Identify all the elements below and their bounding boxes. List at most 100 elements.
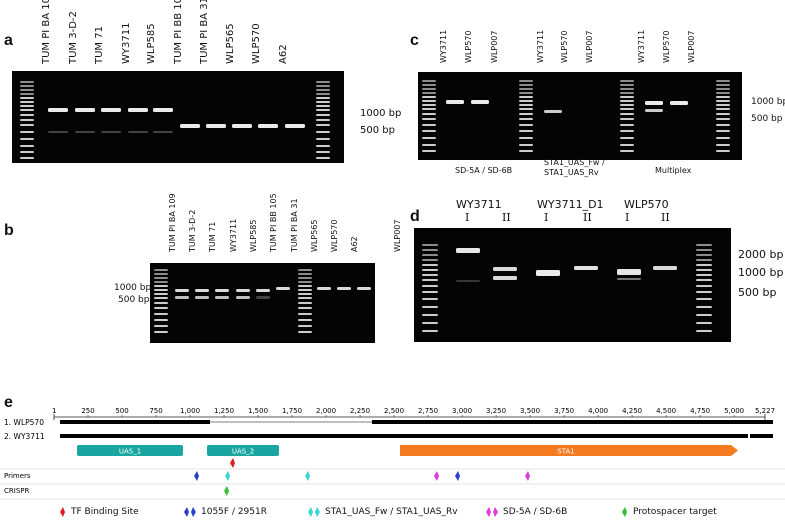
tf-binding-site-mark <box>230 458 235 468</box>
gel-c-ladder-3-band-2 <box>620 84 634 86</box>
gel-c-ladder-1-band-2 <box>422 84 436 86</box>
gel-b-ladder-left-band-5 <box>154 285 168 287</box>
panel-a-lane-label-2: TUM 3-D-2 <box>68 11 79 64</box>
panel-c-lane-label-5: WLP570 <box>560 30 569 63</box>
panel-a-marker-500: 500 bp <box>360 125 395 136</box>
panel-d-group-wlp570: WLP570 <box>624 198 669 211</box>
gel-b-ladder-right-band-12 <box>298 319 312 321</box>
legend-tf-site-label: TF Binding Site <box>71 507 139 517</box>
legend-sd-primers-label: SD-5A / SD-6B <box>503 507 568 517</box>
gel-b-ladder-left-band-13 <box>154 325 168 327</box>
gel-c-ladder-4-band-2 <box>716 84 730 86</box>
gel-a-ladder-left-band-10 <box>20 119 34 121</box>
gel-d-ladder-right-band-3 <box>696 254 712 256</box>
gel-a-ladder-left-band-9 <box>20 114 34 116</box>
gel-d-bands <box>422 244 712 332</box>
gel-c-ladder-2-band-3 <box>519 88 533 90</box>
track-label-wy3711: 2. WY3711 <box>4 432 45 441</box>
gel-b-lane-4-band-upper <box>236 289 250 292</box>
gel-c-ladder-1-band-11 <box>422 124 436 126</box>
panel-e-map: 1 5,227 250 500 750 1,000 1,250 1,500 1,750 2,0… <box>0 395 785 520</box>
ruler-tick-label-8: 2,000 <box>316 407 336 415</box>
gel-d-wlp570-I-band-upper <box>617 269 641 275</box>
panel-c-lane-label-6: WLP007 <box>585 30 594 63</box>
gel-a-ladder-right-band-16 <box>316 157 330 159</box>
gel-c-ladder-4-band-14 <box>716 144 730 146</box>
gel-b-lane-5-band-lower <box>256 296 270 299</box>
gel-a-ladder-left-band-16 <box>20 157 34 159</box>
ruler-tick-label-7: 1,750 <box>282 407 302 415</box>
gel-d-d1-I-band <box>536 270 560 276</box>
gel-a-ladder-right-band-3 <box>316 89 330 91</box>
panel-a-lane-label-3: TUM 71 <box>94 26 105 64</box>
panel-d-group-wy3711: WY3711 <box>456 198 502 211</box>
gel-c-sd-wlp570-band <box>471 100 489 104</box>
legend-uas-primers-label: STA1_UAS_Fw / STA1_UAS_Rv <box>325 507 458 517</box>
ruler-tick-label-5: 1,250 <box>214 407 234 415</box>
gel-c-ladder-3-band-14 <box>620 144 634 146</box>
ruler-tick-label-10: 2,500 <box>384 407 404 415</box>
gel-a-ladder-left-band-4 <box>20 93 34 95</box>
panel-b-marker-1000: 1000 bp <box>114 283 152 293</box>
ruler-tick-label-4: 1,000 <box>180 407 200 415</box>
track-wy3711-gap <box>748 433 750 439</box>
gel-c-ladder-1-band-4 <box>422 92 436 94</box>
gel-a-ladder-left-band-11 <box>20 124 34 126</box>
gel-c-ladder-3-band-1 <box>620 80 634 82</box>
gel-c-ladder-2-band-1 <box>519 80 533 82</box>
gel-c-ladder-3-band-4 <box>620 92 634 94</box>
ruler-tick-label-19: 4,750 <box>690 407 710 415</box>
panel-d-lane-6: II <box>661 211 670 224</box>
gel-d-ladder-right-band-5 <box>696 264 712 266</box>
gel-d-wlp570-I-band-lower <box>617 278 641 280</box>
gel-c-ladder-3-band-6 <box>620 100 634 102</box>
gel-c-ladder-3-band-9 <box>620 113 634 115</box>
legend-uas-primers-icon <box>308 507 320 517</box>
gel-b-ladder-right-band-3 <box>298 277 312 279</box>
row-label-crispr: CRISPR <box>4 487 29 495</box>
gel-a-ladder-left-band-2 <box>20 85 34 87</box>
panel-b-lane-label-10: A62 <box>350 236 359 252</box>
primer-uas-rv-mark <box>305 471 310 481</box>
ruler-start-label: 1 <box>52 407 56 415</box>
legend-1055f-2951r: 1055F / 2951R <box>184 507 267 517</box>
gel-d-ladder-right-band-2 <box>696 249 712 251</box>
gel-c-ladder-1-band-7 <box>422 104 436 106</box>
primer-uas-fw-mark <box>225 471 230 481</box>
gel-b-lane-2-band-lower <box>195 296 209 299</box>
gel-c-ladder-2-band-4 <box>519 92 533 94</box>
gel-c-ladder-3-band-10 <box>620 118 634 120</box>
gel-a-ladder-left-band-1 <box>20 81 34 83</box>
gel-b-ladder-left-band-4 <box>154 281 168 283</box>
panel-d-lane-4: II <box>583 211 592 224</box>
panel-a-lane-label-9: WLP570 <box>251 23 262 64</box>
gel-a-ladder-left-band-6 <box>20 101 34 103</box>
feature-uas1 <box>77 445 183 456</box>
gel-c-ladder-2-band-13 <box>519 137 533 139</box>
ruler-tick-label-20: 5,000 <box>724 407 744 415</box>
gel-d-ladder-right-band-6 <box>696 269 712 271</box>
gel-b-lane-9-band-1000 <box>357 287 371 290</box>
gel-c-ladder-2-band-6 <box>519 100 533 102</box>
gel-c-ladder-1-band-6 <box>422 100 436 102</box>
gel-c-ladder-2-band-9 <box>519 113 533 115</box>
gel-d-ladder-left-band-4 <box>422 259 438 261</box>
gel-c-ladder-3-band-15 <box>620 150 634 152</box>
gel-a-ladder-right-band-5 <box>316 97 330 99</box>
gel-b-ladder-right-band-11 <box>298 313 312 315</box>
gel-c-ladder-4-band-4 <box>716 92 730 94</box>
gel-a-ladder-left-band-14 <box>20 145 34 147</box>
gel-d-ladder-right-band-13 <box>696 314 712 316</box>
ruler-tick-label-14: 3,500 <box>520 407 540 415</box>
panel-c-lane-label-1: WY3711 <box>439 29 448 63</box>
gel-a-ladder-right-band-15 <box>316 151 330 153</box>
panel-d-lane-5: I <box>625 211 630 224</box>
panel-d-lane-2: II <box>502 211 511 224</box>
gel-d-ladder-left-band-7 <box>422 274 438 276</box>
gel-b-ladder-right-band-4 <box>298 281 312 283</box>
gel-a-ladder-right-band-10 <box>316 119 330 121</box>
gel-b-ladder-left-band-8 <box>154 297 168 299</box>
gel-a-lane-3-band-faint <box>101 131 121 133</box>
panel-d-marker-1000: 1000 bp <box>738 266 784 279</box>
gel-a-ladder-right-band-8 <box>316 109 330 111</box>
